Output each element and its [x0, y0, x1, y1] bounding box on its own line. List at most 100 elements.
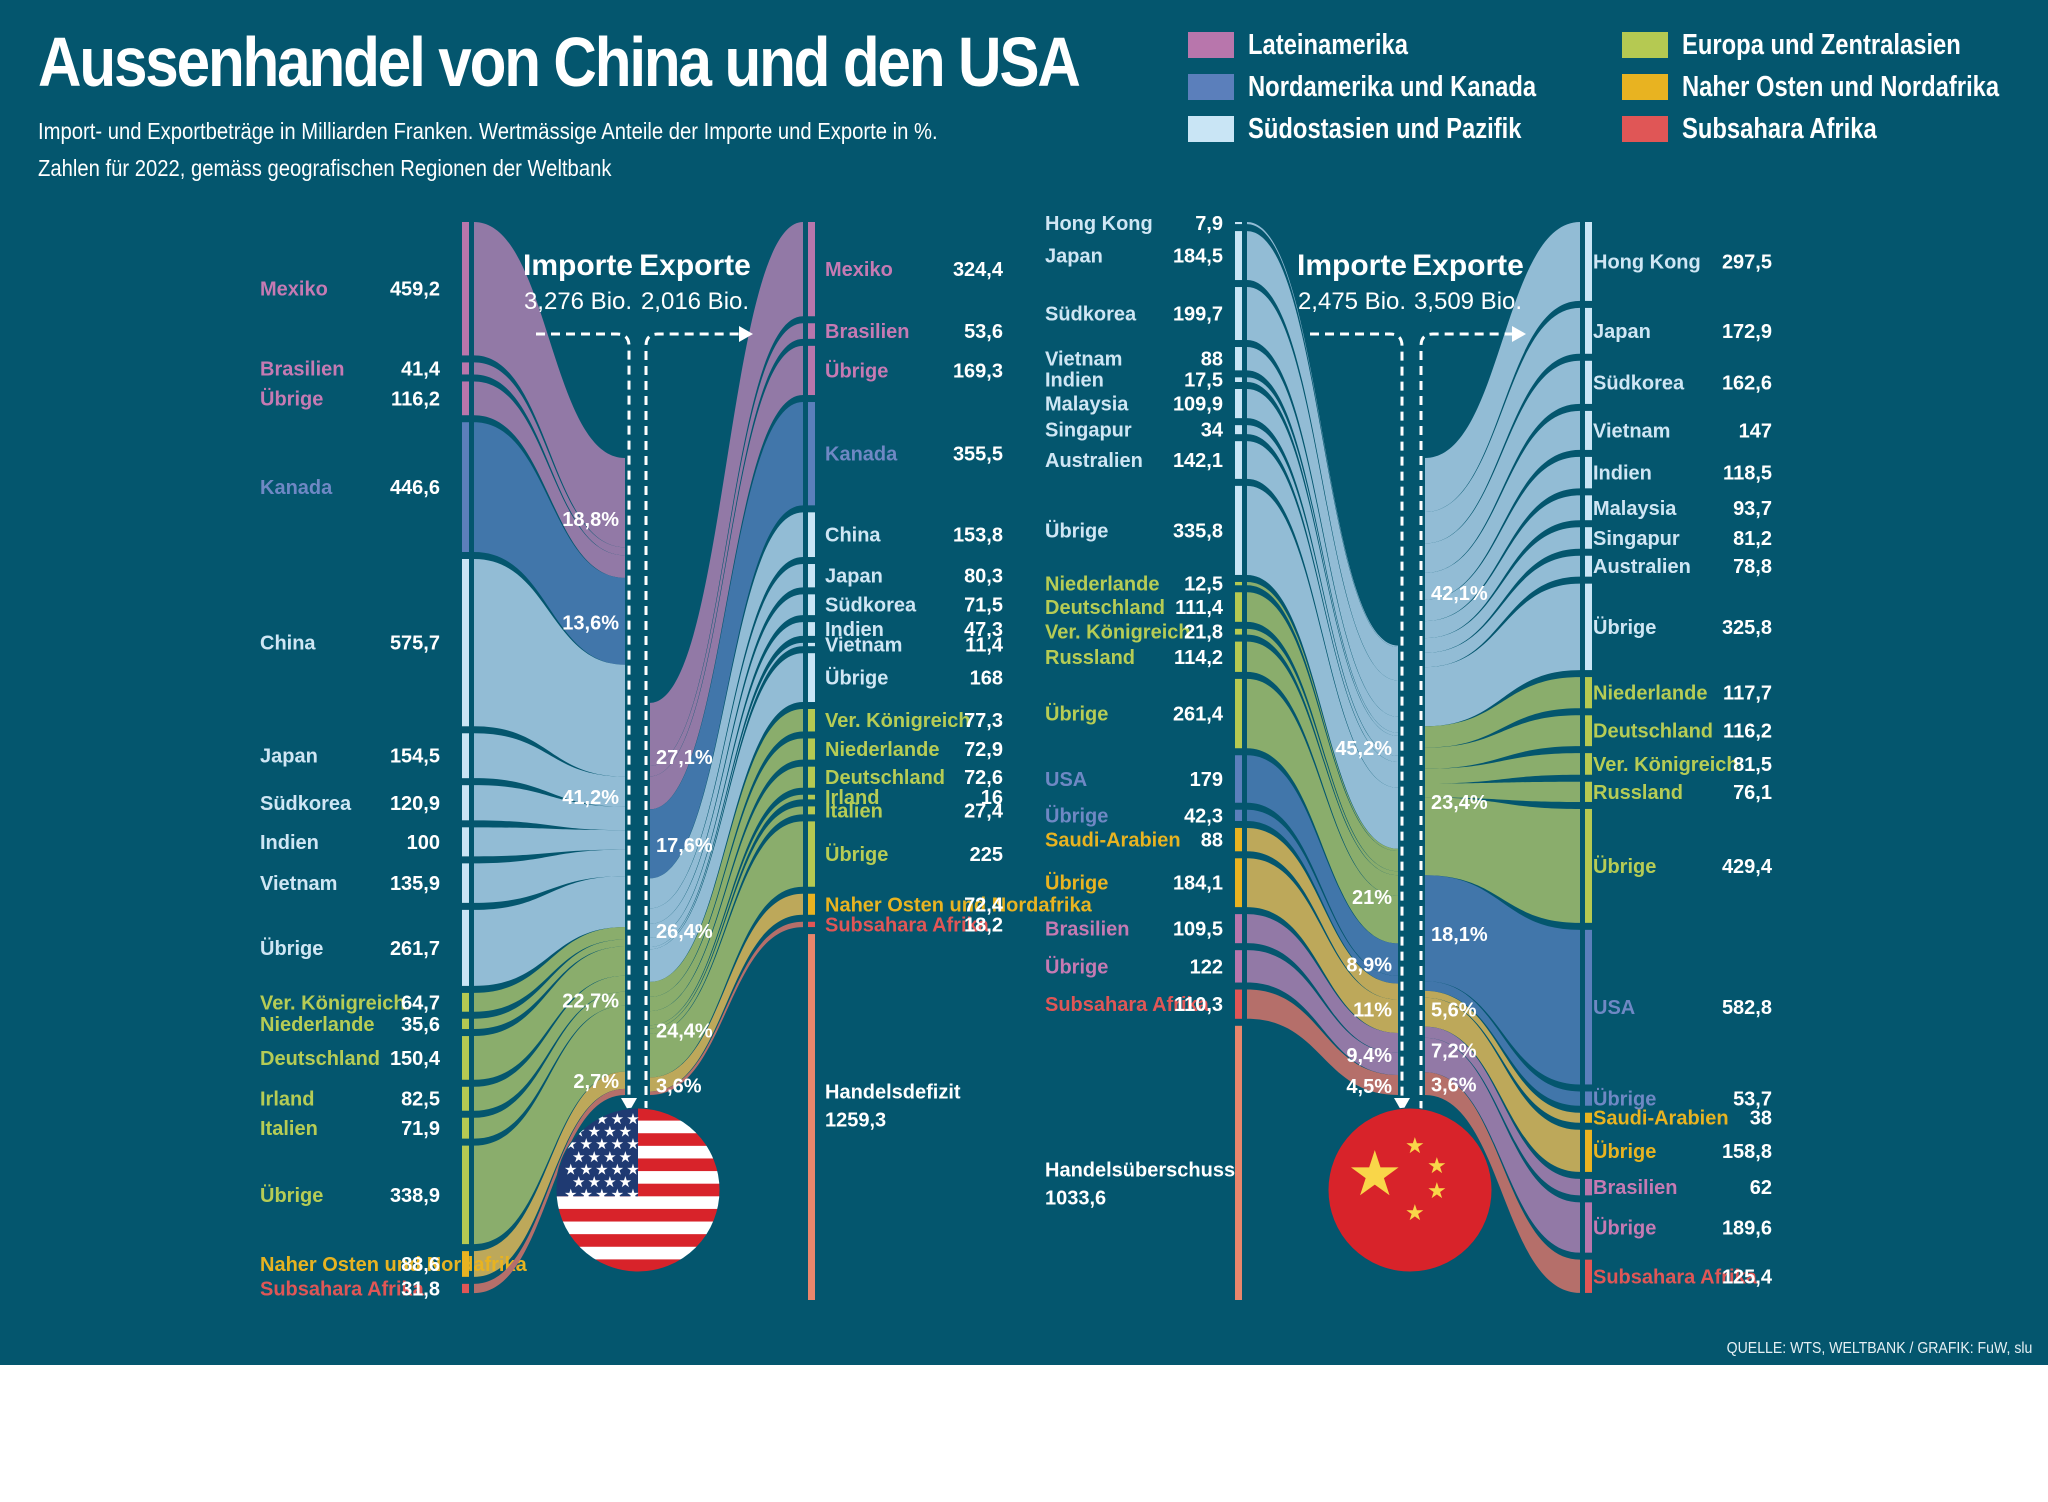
- export-label: Saudi-Arabien: [1593, 1108, 1729, 1130]
- import-bar-segment: [462, 222, 469, 356]
- export-flow: [1425, 875, 1580, 1085]
- export-bar-segment: [808, 921, 815, 928]
- export-share-label: 18,1%: [1431, 924, 1488, 946]
- import-flow: [474, 939, 625, 1030]
- export-bar-segment: [808, 653, 815, 703]
- legend-item: Lateinamerika: [1188, 28, 1443, 61]
- export-value: 125,4: [1722, 1266, 1773, 1288]
- export-value: 117,7: [1723, 683, 1772, 705]
- import-share-label: 8,9%: [1346, 954, 1392, 976]
- import-value: 150,4: [390, 1048, 441, 1070]
- export-bar-segment: [808, 709, 815, 732]
- export-share-label: 24,4%: [656, 1021, 713, 1043]
- export-value: 147: [1739, 420, 1772, 442]
- legend-item: Europa und Zentralasien: [1622, 29, 2022, 61]
- import-bar-segment: [1235, 222, 1242, 225]
- export-label: Übrige: [1593, 1088, 1656, 1111]
- export-bar-segment: [808, 806, 815, 815]
- import-value: 12,5: [1184, 574, 1223, 596]
- import-value: 154,5: [390, 746, 440, 768]
- export-country-name: Saudi-Arabien: [1593, 1108, 1729, 1130]
- flag-star-icon: ★: [611, 1111, 624, 1128]
- export-value: 18,2: [964, 914, 1003, 936]
- import-label: Übrige: [260, 937, 323, 960]
- flag-star-icon: ★: [626, 1161, 639, 1178]
- import-label: Singapur: [1045, 420, 1132, 442]
- export-label: Übrige: [825, 359, 888, 382]
- legend-swatch: [1188, 32, 1234, 58]
- export-dashed-arrow: [644, 332, 739, 1110]
- import-label: Übrige: [260, 1184, 323, 1207]
- export-bar-segment: [808, 738, 815, 760]
- import-bar-segment: [462, 863, 469, 903]
- export-country-name: Übrige: [1593, 855, 1656, 878]
- import-country-name: Kanada: [260, 477, 333, 499]
- import-share-label: 21%: [1352, 887, 1392, 909]
- export-flow: [1425, 1072, 1580, 1293]
- import-label: Südkorea: [260, 793, 352, 815]
- export-value: 172,9: [1722, 321, 1772, 343]
- import-value: 446,6: [390, 477, 440, 499]
- export-flow: [650, 402, 803, 879]
- export-country-name: Übrige: [1593, 1088, 1656, 1111]
- source-credit: QUELLE: WTS, WELTBANK / GRAFIK: FuW, slu: [1726, 1340, 2032, 1357]
- export-flow: [650, 806, 803, 1034]
- flag-star-icon: ★: [1405, 1200, 1425, 1225]
- import-label: Brasilien: [260, 358, 344, 380]
- import-share-label: 13,6%: [562, 612, 619, 634]
- flag-star-icon: ★: [1347, 1140, 1403, 1209]
- import-label: Indien: [1045, 370, 1104, 392]
- import-country-name: Vietnam: [260, 873, 337, 895]
- legend-label: Lateinamerika: [1248, 28, 1408, 61]
- legend-swatch: [1622, 74, 1668, 100]
- export-flow: [650, 766, 803, 1026]
- import-flow: [1247, 592, 1398, 872]
- import-bar-segment: [1235, 914, 1242, 944]
- flag-star-icon: ★: [619, 1174, 632, 1191]
- import-bar-segment: [1235, 377, 1242, 383]
- export-flow: [650, 653, 803, 982]
- export-flow: [1425, 781, 1580, 802]
- flag-star-icon: ★: [619, 1149, 632, 1166]
- export-label: Übrige: [825, 843, 888, 866]
- arrow-head-icon: [739, 326, 753, 342]
- import-share-label: 22,7%: [562, 990, 619, 1012]
- import-value: 100: [407, 832, 440, 854]
- subtitle-line-1: Import- und Exportbeträge in Milliarden …: [38, 118, 938, 144]
- import-label: Niederlande: [260, 1014, 374, 1036]
- export-flow: [1425, 410, 1580, 600]
- imports-total: 2,475 Bio.: [1298, 288, 1406, 315]
- export-label: Niederlande: [1593, 683, 1707, 705]
- import-flow: [474, 422, 625, 665]
- flag-star-icon: ★: [1405, 1133, 1425, 1158]
- export-flow: [1425, 307, 1580, 544]
- import-flow: [1247, 809, 1398, 984]
- export-bar-segment: [808, 323, 815, 339]
- export-country-name: Niederlande: [825, 739, 939, 761]
- import-bar-segment: [1235, 441, 1242, 479]
- export-country-name: Niederlande: [1593, 683, 1707, 705]
- export-country-name: Subsahara Afrika: [825, 914, 990, 936]
- import-label: Übrige: [1045, 804, 1108, 827]
- import-flow: [1247, 441, 1398, 788]
- export-value: 72,6: [964, 767, 1003, 789]
- import-value: 7,9: [1195, 213, 1223, 235]
- export-bar-segment: [1585, 781, 1592, 802]
- export-value: 153,8: [953, 525, 1003, 547]
- flag-star-icon: ★: [626, 1187, 639, 1204]
- export-flow: [650, 222, 803, 766]
- export-flow: [1425, 990, 1580, 1123]
- import-country-name: Ver. Königreich: [260, 992, 406, 1014]
- import-bar-segment: [462, 1036, 469, 1080]
- export-bar-segment: [1585, 1129, 1592, 1172]
- export-bar-segment: [808, 766, 815, 788]
- export-value: 77,3: [964, 710, 1003, 732]
- export-flow: [650, 512, 803, 909]
- flag-star-icon: ★: [603, 1149, 616, 1166]
- import-value: 21,8: [1184, 622, 1223, 644]
- import-value: 35,6: [401, 1014, 440, 1036]
- legend-swatch: [1622, 116, 1668, 142]
- export-country-name: Mexiko: [825, 259, 893, 281]
- export-flow: [1425, 555, 1580, 668]
- export-bar-segment: [1585, 495, 1592, 521]
